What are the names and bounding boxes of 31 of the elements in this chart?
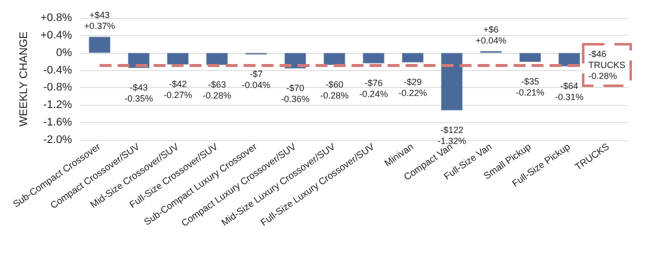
y-tick-label: +0.8% [40, 12, 72, 24]
data-label: -$70 -0.36% [281, 83, 310, 104]
y-tick-label: +0.4% [40, 29, 72, 42]
bar [519, 52, 541, 62]
bar [88, 36, 110, 53]
y-tick-label: -1.2% [43, 99, 72, 112]
bar [206, 52, 228, 66]
y-tick-label: 0% [56, 46, 72, 59]
y-axis-title: WEEKLY CHANGE [18, 32, 30, 126]
data-label: -$42 -0.27% [164, 79, 192, 100]
data-label: -$60 -0.28% [320, 80, 349, 101]
bar [324, 52, 346, 66]
y-tick-label: -0.4% [43, 64, 72, 76]
data-label: -$43 -0.35% [124, 82, 153, 104]
data-label: -$122 -1.32% [438, 124, 466, 146]
data-label: +$6 +0.04% [476, 24, 506, 46]
bar [362, 52, 384, 64]
bar [402, 52, 424, 62]
y-tick-label: -1.6% [43, 116, 72, 129]
data-label: -$35 -0.21% [516, 76, 544, 98]
ref-line-label: -$46 TRUCKS -0.28% [588, 49, 626, 82]
bar [167, 52, 189, 65]
data-label: -$64 -0.31% [555, 80, 584, 102]
data-label: -$76 -0.24% [359, 78, 388, 99]
data-label: +$43 +0.37% [84, 10, 115, 32]
y-tick-label: -2.0% [43, 134, 72, 146]
data-label: -$63 -0.28% [202, 80, 232, 101]
data-label: -$29 -0.22% [398, 76, 427, 98]
bar [441, 52, 463, 110]
y-tick-label: -0.8% [43, 82, 72, 94]
data-label: -$7 -0.04% [242, 69, 270, 90]
